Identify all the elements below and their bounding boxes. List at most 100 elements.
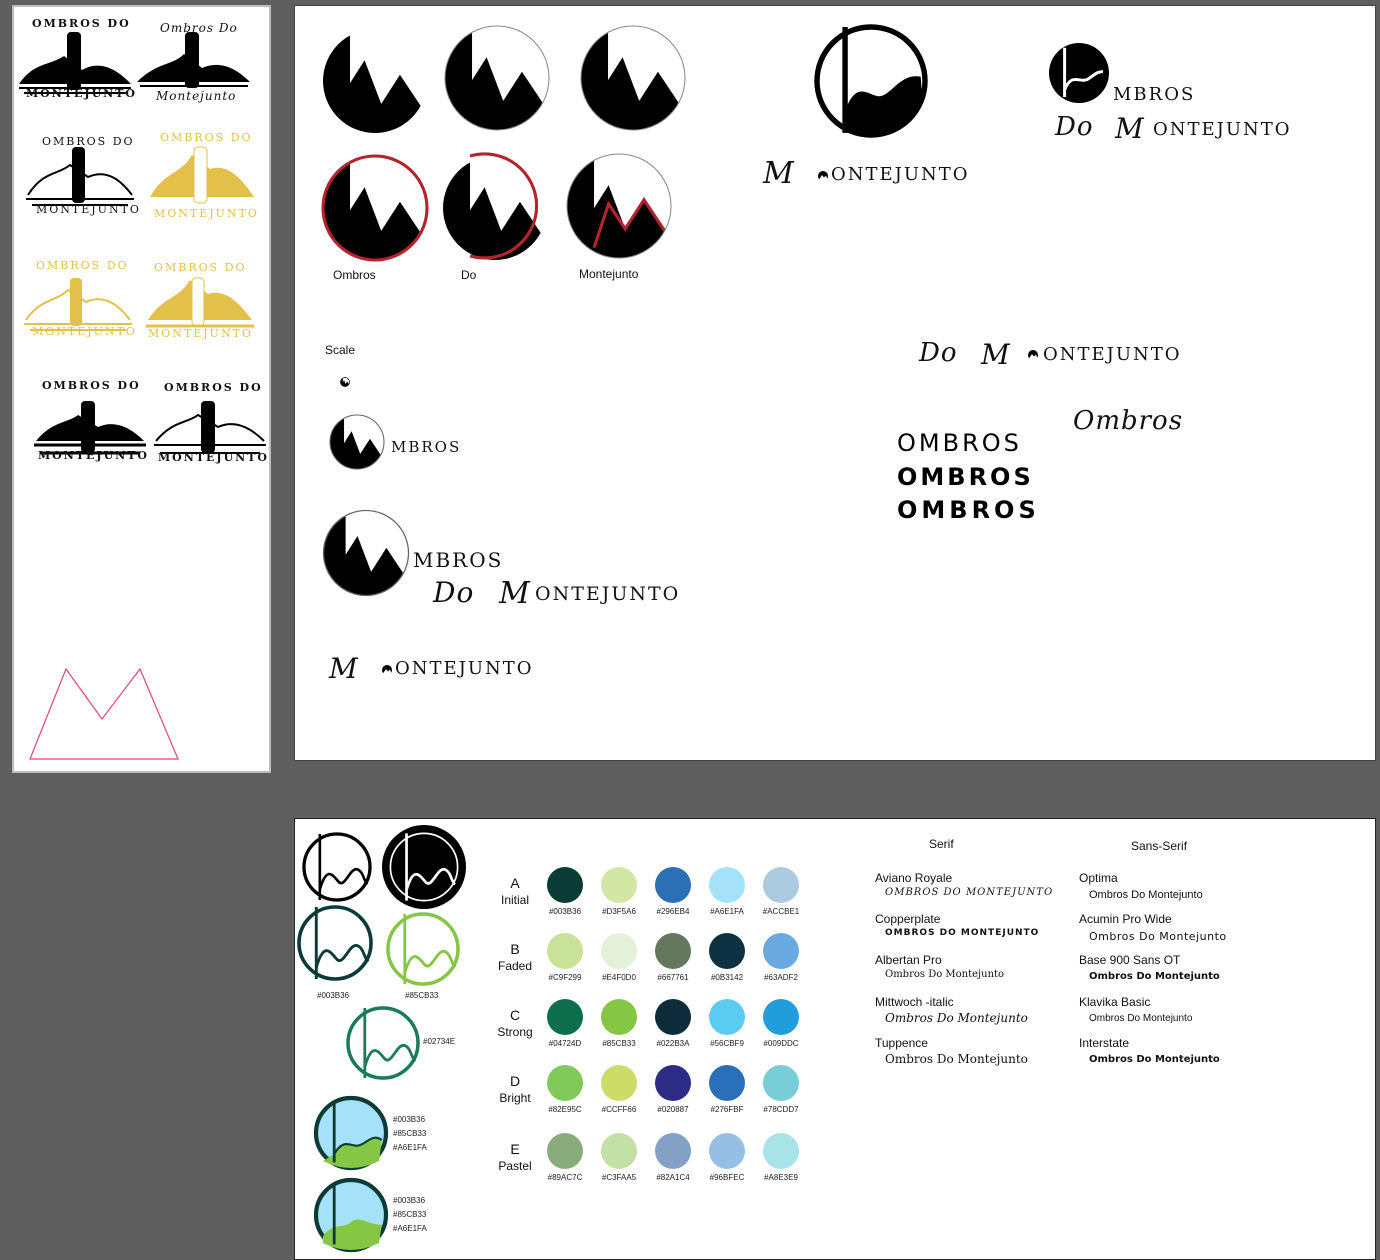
- logo-marks-canvas: [321, 24, 1109, 675]
- serif-font-name: Aviano Royale: [875, 871, 953, 885]
- swatch-hex-label: #A6E1FA: [710, 907, 744, 916]
- sans-font-name: Acumin Pro Wide: [1079, 912, 1172, 926]
- o-mark-2: [1028, 350, 1038, 360]
- swatch-a-2[interactable]: [601, 867, 637, 903]
- palette-row-name: Strong: [497, 1025, 533, 1039]
- swatch-hex-label: #63ADF2: [764, 973, 798, 982]
- hex-logo-3: #02734E: [423, 1037, 456, 1046]
- mark-row1-a: [323, 29, 427, 133]
- test-do: Do: [919, 338, 958, 368]
- test-ombros-italic: Ombros: [1073, 406, 1184, 436]
- logo-dark-green: [297, 905, 373, 981]
- logo-combo-1: [313, 1095, 389, 1171]
- badge-7-top: OMBROS DO: [42, 379, 141, 392]
- swatch-b-4[interactable]: [709, 933, 745, 969]
- sans-font-sample: Ombros Do Montejunto: [1089, 930, 1227, 943]
- artboard-logo-marks[interactable]: Ombros Do Montejunto Scale M ONTEJUNTO M…: [294, 5, 1376, 761]
- sans-font-name: Klavika Basic: [1079, 995, 1151, 1009]
- ombros-weight-bold: OMBROS: [897, 463, 1034, 491]
- badge-4: [150, 146, 254, 204]
- swatch-c-5[interactable]: [763, 999, 799, 1035]
- mark-scale-tiny: [340, 377, 350, 387]
- wordmark-m-1: M: [763, 156, 795, 191]
- mark-row2-c: [566, 153, 672, 259]
- mark-scale-medium: [322, 509, 410, 597]
- swatch-d-1[interactable]: [547, 1065, 583, 1101]
- swatch-e-1[interactable]: [547, 1133, 583, 1169]
- serif-font-name: Albertan Pro: [875, 953, 942, 967]
- wordmark-ontejunto-1: ONTEJUNTO: [831, 164, 970, 185]
- artboard-badges[interactable]: OMBROS DO MONTEJUNTO Ombros Do Montejunt…: [12, 5, 271, 773]
- swatch-d-4[interactable]: [709, 1065, 745, 1101]
- palette-row-name: Initial: [500, 893, 529, 907]
- swatch-a-5[interactable]: [763, 867, 799, 903]
- swatch-b-5[interactable]: [763, 933, 799, 969]
- label-montejunto: Montejunto: [579, 267, 639, 281]
- badge-2: [137, 32, 250, 88]
- swatch-b-2[interactable]: [601, 933, 637, 969]
- mark-wave-large: [814, 24, 928, 138]
- swatch-b-1[interactable]: [547, 933, 583, 969]
- swatch-hex-label: #82E95C: [548, 1105, 582, 1114]
- swatch-a-4[interactable]: [709, 867, 745, 903]
- palette-row-letter: D: [509, 1073, 521, 1089]
- mark-row2-a: [321, 154, 429, 262]
- lockup-mbros: MBROS: [1113, 84, 1196, 105]
- badge-3-bottom: MONTEJUNTO: [36, 203, 141, 216]
- sans-font-sample: Ombros Do Montejunto: [1089, 971, 1220, 982]
- logo-mid-green: [346, 1006, 420, 1080]
- swatch-hex-label: #78CDD7: [763, 1105, 799, 1114]
- test-ontejunto: ONTEJUNTO: [1043, 344, 1182, 365]
- mark-wave-disk: [1049, 43, 1109, 103]
- palette-row-name: Faded: [497, 959, 533, 973]
- serif-font-name: Mittwoch -italic: [875, 995, 954, 1009]
- serif-font-sample: OMBROS DO MONTEJUNTO: [885, 887, 1054, 898]
- serif-font-name: Copperplate: [875, 912, 941, 926]
- swatch-d-3[interactable]: [655, 1065, 691, 1101]
- swatch-hex-label: #C9F299: [548, 973, 582, 982]
- combo-hexes-1: #003B36 #85CB33 #A6E1FA: [393, 1113, 427, 1155]
- combo-hexes-2: #003B36 #85CB33 #A6E1FA: [393, 1194, 427, 1236]
- label-ombros: Ombros: [333, 268, 376, 282]
- palette-row-name: Bright: [499, 1091, 531, 1105]
- combo-1-hex-2: #85CB33: [393, 1129, 427, 1138]
- swatch-a-1[interactable]: [547, 867, 583, 903]
- swatch-d-5[interactable]: [763, 1065, 799, 1101]
- label-do: Do: [461, 268, 477, 282]
- badge-5-top: OMBROS DO: [36, 259, 129, 272]
- swatch-c-3[interactable]: [655, 999, 691, 1035]
- test-m: M: [981, 338, 1011, 371]
- swatch-hex-label: #E4F0D0: [602, 973, 636, 982]
- o-mark-3: [382, 665, 392, 675]
- badge-3-top: OMBROS DO: [42, 135, 135, 148]
- ombros-weight-regular: OMBROS: [897, 429, 1022, 457]
- combo-2-hex-2: #85CB33: [393, 1210, 427, 1219]
- mark-row1-c: [580, 25, 686, 131]
- swatch-c-2[interactable]: [601, 999, 637, 1035]
- lockup-ontejunto: ONTEJUNTO: [1153, 119, 1292, 140]
- swatch-e-3[interactable]: [655, 1133, 691, 1169]
- badge-8: [154, 401, 266, 454]
- swatch-d-2[interactable]: [601, 1065, 637, 1101]
- swatch-c-1[interactable]: [547, 999, 583, 1035]
- swatch-hex-label: #022B3A: [656, 1039, 690, 1048]
- combo-1-hex-1: #003B36: [393, 1115, 426, 1124]
- swatch-e-5[interactable]: [763, 1133, 799, 1169]
- artboard-color-type[interactable]: #003B36 #85CB33 #02734E #003B36 #85CB33 …: [294, 818, 1376, 1260]
- swatch-hex-label: #276FBF: [710, 1105, 744, 1114]
- swatch-c-4[interactable]: [709, 999, 745, 1035]
- swatch-e-4[interactable]: [709, 1133, 745, 1169]
- hex-logo-2: #85CB33: [405, 991, 439, 1000]
- o-mark-1: [818, 171, 828, 181]
- swatch-hex-label: #96BFEC: [709, 1173, 745, 1182]
- label-scale: Scale: [325, 343, 356, 357]
- swatch-b-3[interactable]: [655, 933, 691, 969]
- logo-combo-2: [313, 1177, 389, 1253]
- badge-4-bottom: MONTEJUNTO: [154, 207, 259, 220]
- swatch-hex-label: #89AC7C: [547, 1173, 583, 1182]
- swatch-e-2[interactable]: [601, 1133, 637, 1169]
- swatch-hex-label: #82A1C4: [656, 1173, 690, 1182]
- swatch-a-3[interactable]: [655, 867, 691, 903]
- lockup-do: Do: [1055, 112, 1094, 142]
- badge-5-bottom: MONTEJUNTO: [32, 325, 137, 338]
